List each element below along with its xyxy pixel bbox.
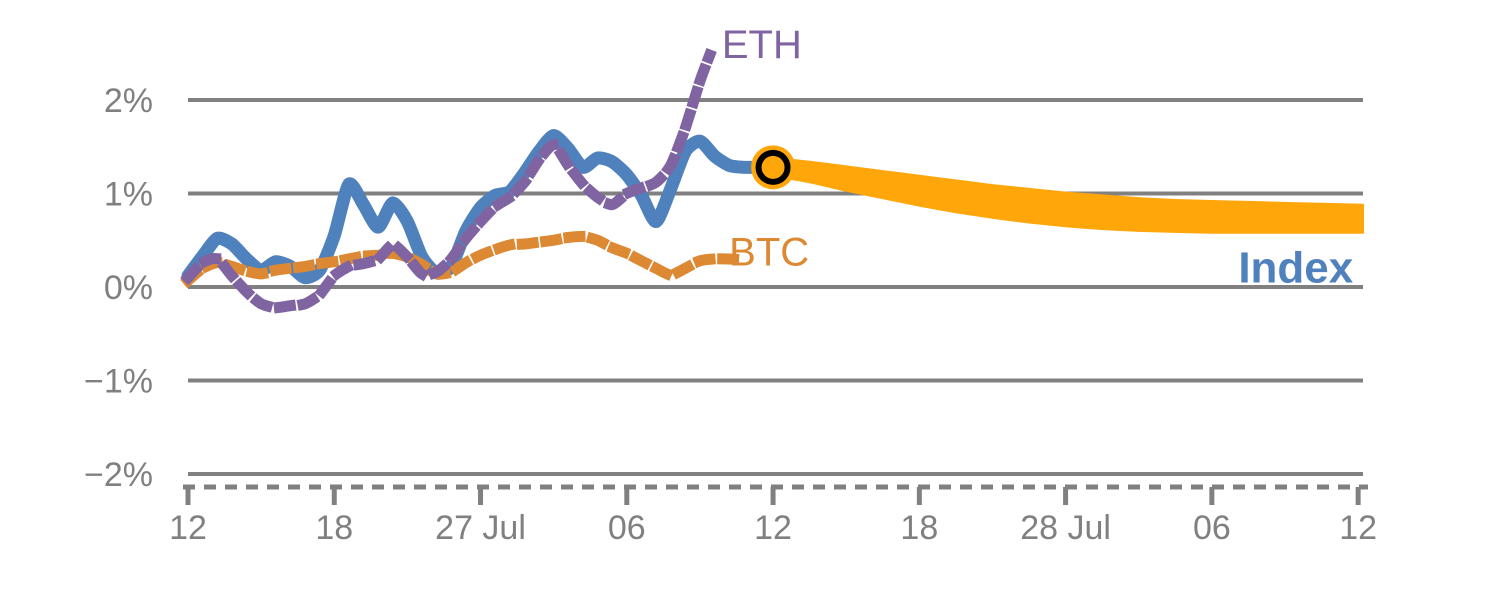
gridlines-group — [188, 98, 1363, 476]
series-group — [180, 48, 780, 314]
y-tick-labels-group: 2% 1% 0% −1% −2% — [84, 82, 153, 494]
y-tick-label-2: 0% — [104, 269, 153, 307]
x-tick-label-1: 18 — [315, 509, 353, 547]
y-tick-label-4: −2% — [84, 456, 153, 494]
y-tick-label-3: −1% — [84, 363, 153, 401]
y-tick-label-1: 1% — [104, 176, 153, 214]
x-tick-label-5: 18 — [900, 509, 938, 547]
x-tick-label-0: 12 — [169, 509, 207, 547]
x-tick-label-6: 28 Jul — [1020, 509, 1111, 547]
forecast-start-marker[interactable] — [755, 149, 791, 185]
series-line-btc — [180, 230, 750, 289]
btc-label: BTC — [729, 230, 809, 274]
index-label: Index — [1238, 243, 1353, 292]
series-line-eth — [180, 48, 717, 314]
x-tick-labels-group: 12 18 27 Jul 06 12 18 28 Jul 06 12 — [169, 509, 1377, 547]
forecast-band-area — [772, 156, 1364, 234]
annotations-group: ETH BTC Index — [722, 23, 1354, 292]
eth-label: ETH — [722, 23, 802, 67]
x-tick-label-4: 12 — [754, 509, 792, 547]
x-tick-label-3: 06 — [608, 509, 646, 547]
x-axis-group — [183, 484, 1368, 505]
x-tick-label-7: 06 — [1193, 509, 1231, 547]
forecast-marker-group[interactable] — [751, 145, 796, 190]
x-tick-label-8: 12 — [1339, 509, 1377, 547]
forecast-band-group — [772, 156, 1364, 234]
y-tick-label-0: 2% — [104, 82, 153, 120]
x-tick-label-2: 27 Jul — [435, 509, 526, 547]
